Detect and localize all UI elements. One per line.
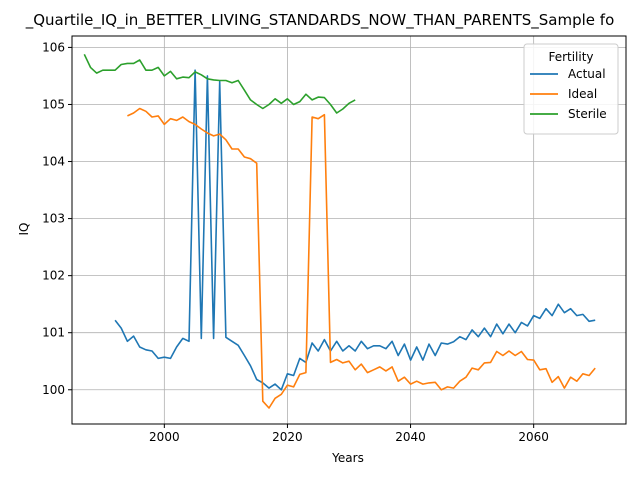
legend-title: Fertility [548, 50, 593, 64]
y-tick-label: 103 [42, 212, 65, 226]
series-lines [83, 53, 596, 409]
y-tick-label: 100 [42, 383, 65, 397]
x-tick-label: 2040 [395, 430, 426, 444]
y-tick-label: 104 [42, 155, 65, 169]
x-tick-label: 2060 [518, 430, 549, 444]
series-line-actual [114, 69, 596, 391]
legend-box [523, 43, 619, 135]
legend-label-sterile: Sterile [568, 107, 607, 121]
y-tick-label: 106 [42, 40, 65, 54]
y-tick-label: 101 [42, 326, 65, 340]
legend-label-actual: Actual [568, 67, 606, 81]
series-line-ideal [127, 107, 596, 409]
series-line-sterile [83, 53, 356, 114]
x-tick-label: 2000 [149, 430, 180, 444]
x-tick-label: 2020 [272, 430, 303, 444]
y-tick-label: 102 [42, 269, 65, 283]
x-axis-label: Years [331, 451, 364, 465]
legend-label-ideal: Ideal [568, 87, 597, 101]
y-axis-label: IQ [17, 223, 31, 236]
chart-title: _Quartile_IQ_in_BETTER_LIVING_STANDARDS_… [25, 11, 615, 30]
y-tick-label: 105 [42, 97, 65, 111]
plot-frame [71, 35, 627, 425]
legend: Fertility Actual Ideal Sterile [523, 43, 619, 135]
axis-ticks: 2000 2020 2040 2060 100 101 102 103 104 105 106 [42, 40, 549, 444]
